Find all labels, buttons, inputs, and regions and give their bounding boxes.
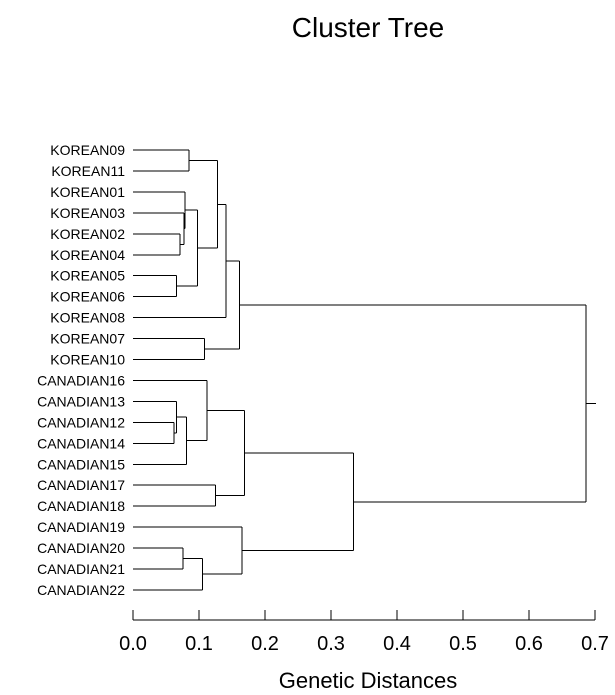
leaf-label: KOREAN11 bbox=[51, 163, 125, 179]
dendrogram-links bbox=[133, 149, 596, 591]
leaf-label: CANADIAN21 bbox=[37, 561, 125, 577]
leaf-label: KOREAN03 bbox=[50, 205, 125, 221]
leaf-labels: KOREAN09 KOREAN11 KOREAN01 KOREAN03 KOREAN02… bbox=[37, 142, 125, 598]
x-tick-label: 0.0 bbox=[119, 633, 147, 655]
leaf-label: CANADIAN12 bbox=[37, 414, 125, 430]
leaf-label: CANADIAN19 bbox=[37, 519, 125, 535]
x-tick-label: 0.4 bbox=[383, 633, 411, 655]
leaf-label: KOREAN07 bbox=[50, 331, 125, 347]
leaf-label: CANADIAN13 bbox=[37, 393, 125, 409]
leaf-label: CANADIAN14 bbox=[37, 435, 125, 451]
leaf-label: CANADIAN15 bbox=[37, 456, 125, 472]
x-tick-label: 0.3 bbox=[317, 633, 345, 655]
x-tick-label: 0.5 bbox=[449, 633, 477, 655]
x-tick-label: 0.1 bbox=[185, 633, 213, 655]
leaf-label: KOREAN02 bbox=[50, 226, 125, 242]
leaf-label: CANADIAN18 bbox=[37, 498, 125, 514]
leaf-label: KOREAN09 bbox=[50, 142, 125, 158]
leaf-label: KOREAN04 bbox=[50, 247, 125, 263]
leaf-label: KOREAN01 bbox=[50, 184, 125, 200]
leaf-label: KOREAN08 bbox=[50, 310, 125, 326]
x-tick-label: 0.6 bbox=[515, 633, 543, 655]
x-tick-label: 0.2 bbox=[251, 633, 279, 655]
leaf-label: KOREAN10 bbox=[50, 352, 125, 368]
x-tick-label: 0.7 bbox=[581, 633, 609, 655]
leaf-label: CANADIAN17 bbox=[37, 477, 125, 493]
leaf-label: CANADIAN16 bbox=[37, 372, 125, 388]
x-axis-label: Genetic Distances bbox=[279, 668, 458, 693]
chart-title: Cluster Tree bbox=[292, 12, 445, 43]
leaf-label: KOREAN05 bbox=[50, 268, 125, 284]
leaf-label: CANADIAN20 bbox=[37, 540, 125, 556]
leaf-label: KOREAN06 bbox=[50, 289, 125, 305]
leaf-label: CANADIAN22 bbox=[37, 582, 125, 598]
x-axis: 0.0 0.1 0.2 0.3 0.4 0.5 0.6 0.7 bbox=[119, 610, 609, 655]
